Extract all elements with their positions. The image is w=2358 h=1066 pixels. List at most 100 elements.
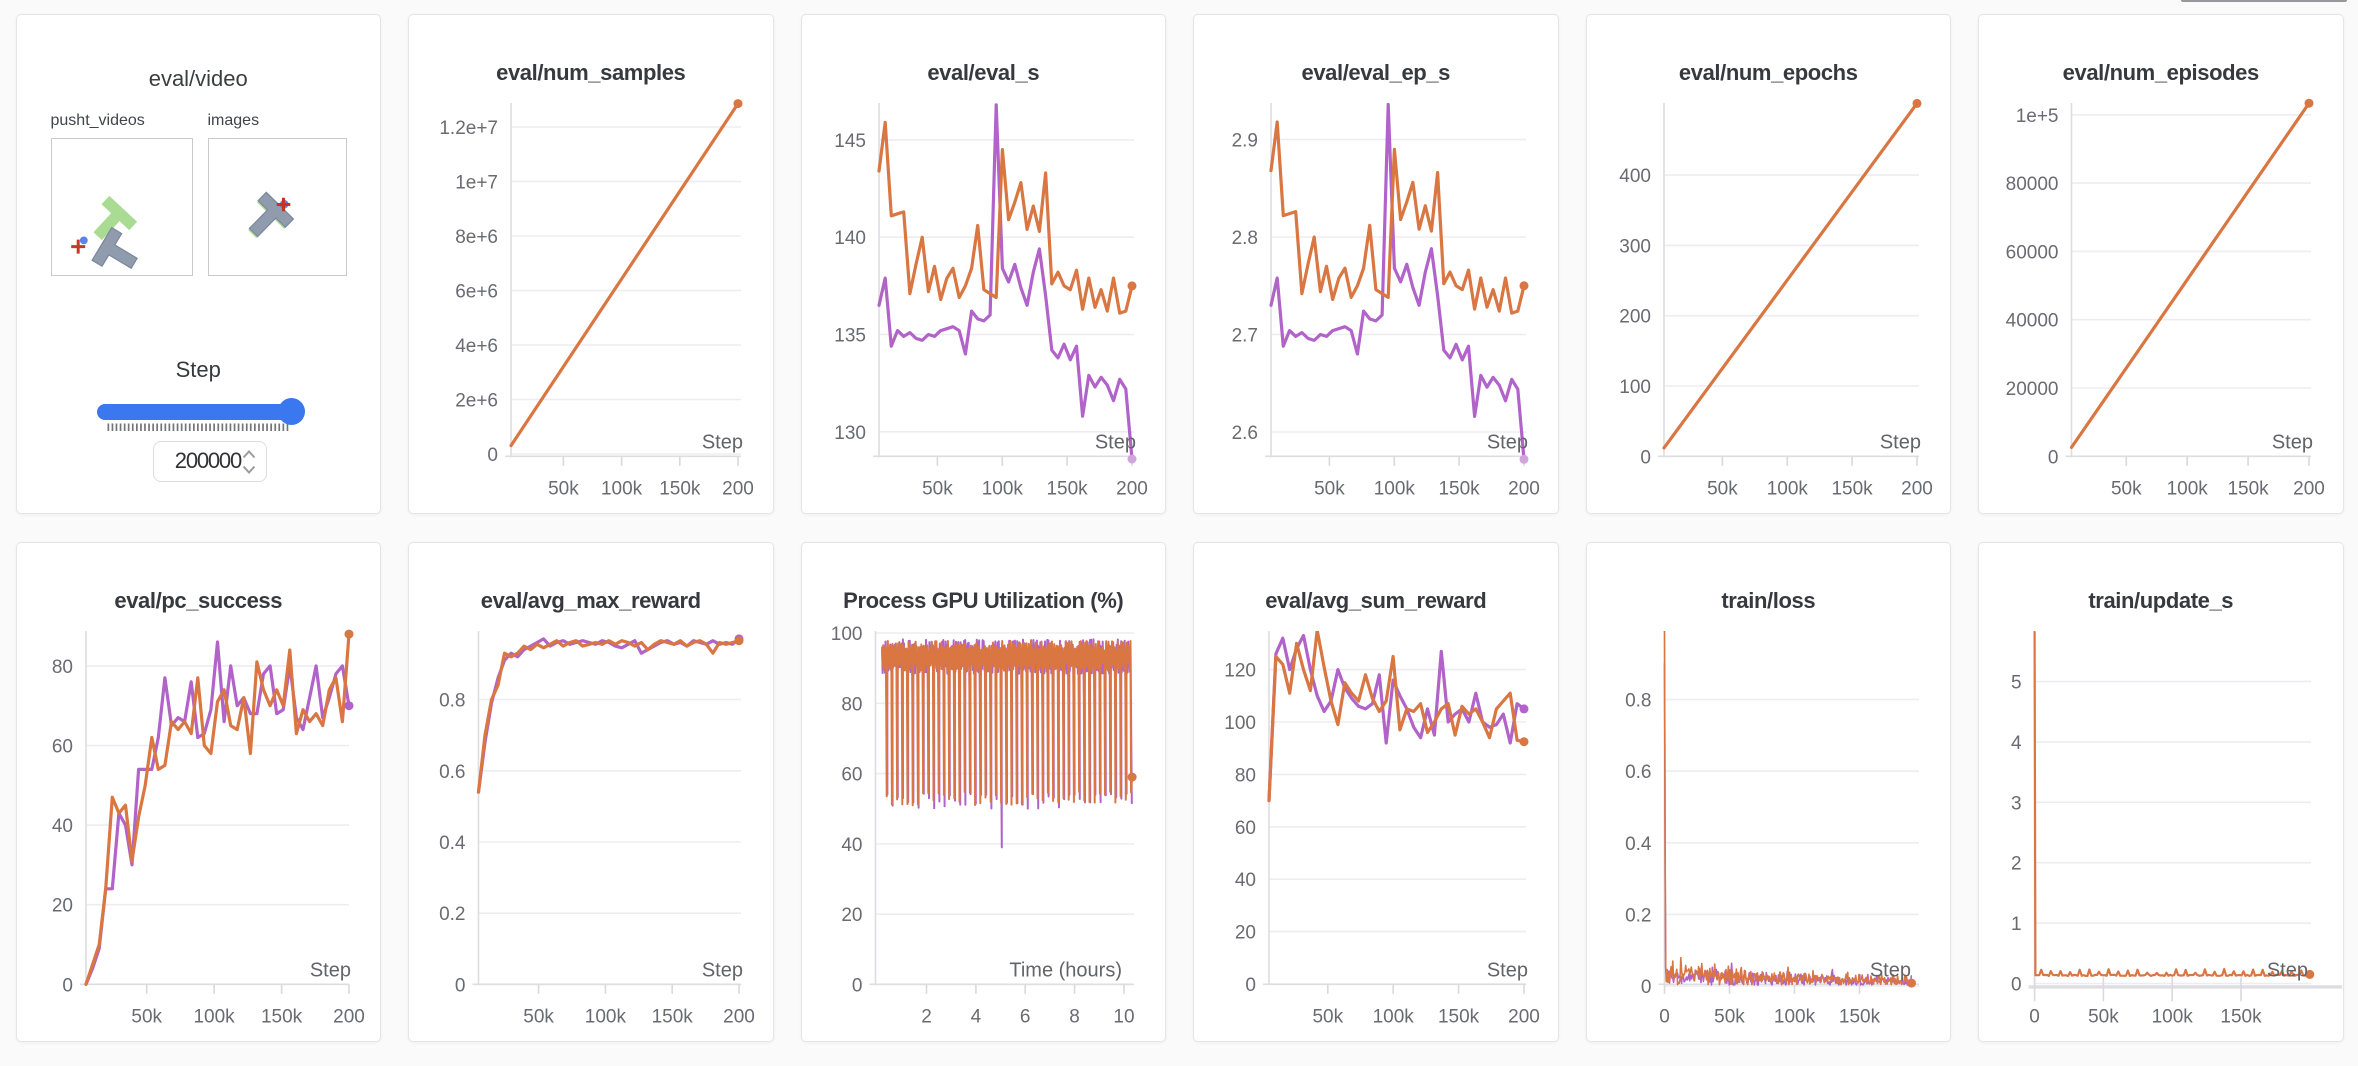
svg-text:0.6: 0.6	[439, 761, 465, 782]
svg-text:150k: 150k	[1831, 478, 1873, 499]
svg-text:0.2: 0.2	[439, 904, 465, 925]
svg-text:0.8: 0.8	[439, 690, 465, 711]
svg-text:60000: 60000	[2006, 242, 2059, 263]
svg-text:0: 0	[2048, 447, 2059, 468]
svg-text:300: 300	[1619, 236, 1651, 257]
svg-text:Time (hours): Time (hours)	[1009, 959, 1122, 981]
svg-text:100k: 100k	[981, 478, 1023, 499]
svg-text:50k: 50k	[2111, 478, 2142, 499]
svg-text:200: 200	[722, 478, 754, 499]
svg-text:200: 200	[1619, 307, 1651, 328]
svg-text:Step: Step	[1487, 959, 1528, 981]
svg-text:8e+6: 8e+6	[455, 227, 498, 248]
svg-text:60: 60	[841, 764, 862, 785]
svg-text:2.6: 2.6	[1232, 423, 1258, 444]
svg-text:0.4: 0.4	[1625, 833, 1652, 854]
svg-text:400: 400	[1619, 166, 1651, 187]
svg-text:1e+5: 1e+5	[2016, 106, 2059, 127]
svg-text:Step: Step	[309, 959, 350, 981]
svg-text:50k: 50k	[2088, 1006, 2119, 1027]
svg-text:50k: 50k	[1312, 1006, 1343, 1027]
svg-text:2e+6: 2e+6	[455, 391, 498, 412]
svg-text:3: 3	[2011, 793, 2022, 814]
svg-text:4: 4	[2011, 732, 2022, 753]
svg-text:2.7: 2.7	[1232, 326, 1258, 347]
svg-text:40: 40	[841, 834, 862, 855]
svg-text:0: 0	[1640, 977, 1651, 998]
svg-text:40: 40	[51, 816, 72, 837]
svg-text:200: 200	[1116, 478, 1148, 499]
svg-text:0.8: 0.8	[1625, 690, 1651, 711]
svg-text:130: 130	[834, 423, 866, 444]
svg-text:200: 200	[723, 1006, 755, 1027]
svg-text:80: 80	[841, 694, 862, 715]
svg-text:120: 120	[1224, 660, 1256, 681]
svg-text:150k: 150k	[2220, 1006, 2262, 1027]
svg-text:135: 135	[834, 326, 866, 347]
svg-text:60: 60	[1235, 817, 1256, 838]
svg-text:150k: 150k	[1838, 1006, 1880, 1027]
svg-text:20000: 20000	[2006, 379, 2059, 400]
svg-text:2.8: 2.8	[1232, 228, 1258, 249]
svg-text:5: 5	[2011, 672, 2022, 693]
svg-text:8: 8	[1069, 1006, 1080, 1027]
svg-text:80: 80	[1235, 765, 1256, 786]
svg-text:0: 0	[2029, 1006, 2040, 1027]
svg-text:0.2: 0.2	[1625, 905, 1651, 926]
svg-text:6: 6	[1019, 1006, 1030, 1027]
svg-text:0: 0	[1245, 975, 1256, 996]
svg-text:20: 20	[51, 895, 72, 916]
svg-text:50k: 50k	[131, 1006, 162, 1027]
svg-text:150k: 150k	[1046, 478, 1088, 499]
svg-text:1e+7: 1e+7	[455, 173, 498, 194]
svg-text:150k: 150k	[1438, 1006, 1480, 1027]
svg-text:80000: 80000	[2006, 174, 2059, 195]
svg-text:150k: 150k	[2227, 478, 2269, 499]
svg-text:150k: 150k	[1438, 478, 1480, 499]
svg-text:20: 20	[1235, 922, 1256, 943]
svg-text:0.4: 0.4	[439, 833, 466, 854]
svg-text:50k: 50k	[1314, 478, 1345, 499]
svg-text:60: 60	[51, 736, 72, 757]
svg-text:50k: 50k	[548, 478, 579, 499]
svg-text:Step: Step	[702, 431, 743, 453]
svg-text:Step: Step	[1879, 431, 1920, 453]
svg-text:140: 140	[834, 228, 866, 249]
svg-text:4: 4	[970, 1006, 981, 1027]
svg-text:100k: 100k	[2167, 478, 2209, 499]
svg-text:100: 100	[830, 624, 862, 645]
svg-text:50k: 50k	[523, 1006, 554, 1027]
svg-text:Step: Step	[1869, 959, 1910, 981]
svg-text:100k: 100k	[1374, 478, 1416, 499]
svg-text:100k: 100k	[2152, 1006, 2194, 1027]
svg-text:50k: 50k	[922, 478, 953, 499]
svg-text:Step: Step	[702, 959, 743, 981]
svg-text:80: 80	[51, 656, 72, 677]
svg-text:1: 1	[2011, 914, 2022, 935]
svg-text:200: 200	[1901, 478, 1933, 499]
svg-text:Step: Step	[2267, 959, 2308, 981]
svg-text:0: 0	[851, 975, 862, 996]
svg-text:0: 0	[487, 445, 498, 466]
svg-text:200: 200	[2293, 478, 2325, 499]
svg-text:0: 0	[1640, 447, 1651, 468]
svg-text:100k: 100k	[1373, 1006, 1415, 1027]
svg-text:200: 200	[1508, 1006, 1540, 1027]
svg-text:100: 100	[1224, 713, 1256, 734]
svg-text:0: 0	[455, 975, 466, 996]
svg-text:150k: 150k	[659, 478, 701, 499]
svg-text:50k: 50k	[1714, 1006, 1745, 1027]
svg-text:2: 2	[921, 1006, 932, 1027]
svg-text:100: 100	[1619, 377, 1651, 398]
svg-text:0: 0	[62, 975, 73, 996]
svg-text:20: 20	[841, 905, 862, 926]
svg-text:2: 2	[2011, 853, 2022, 874]
svg-text:150k: 150k	[260, 1006, 302, 1027]
svg-text:145: 145	[834, 131, 866, 152]
svg-text:200: 200	[333, 1006, 365, 1027]
svg-text:0: 0	[2011, 974, 2022, 995]
svg-text:Step: Step	[1094, 431, 1135, 453]
svg-text:Step: Step	[2272, 431, 2313, 453]
svg-text:100k: 100k	[1766, 478, 1808, 499]
svg-text:40: 40	[1235, 870, 1256, 891]
